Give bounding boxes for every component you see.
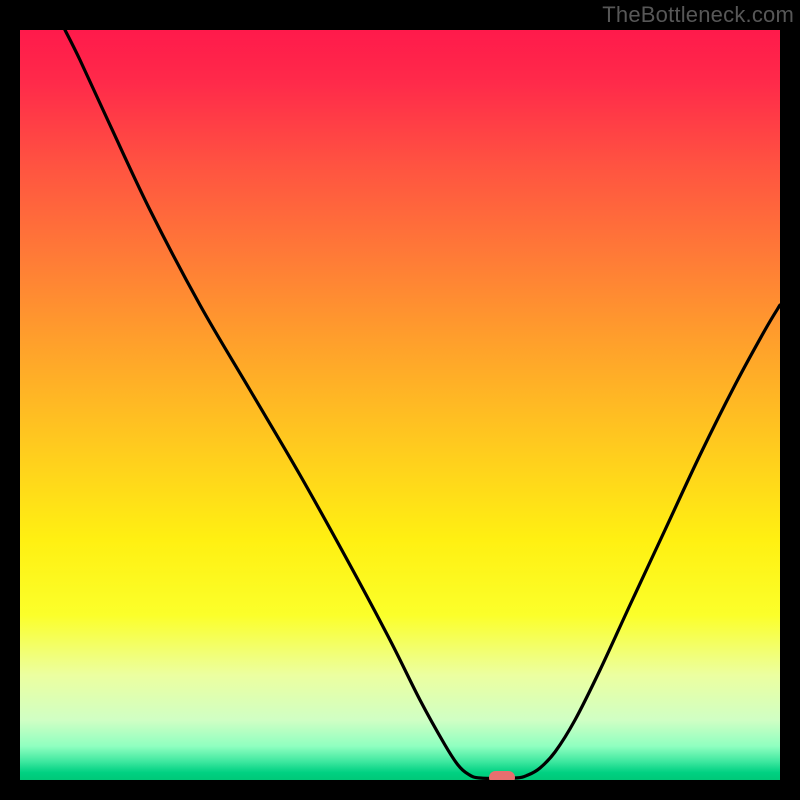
frame-left bbox=[0, 0, 20, 800]
watermark-text: TheBottleneck.com bbox=[602, 2, 794, 28]
chart-container: TheBottleneck.com bbox=[0, 0, 800, 800]
bottleneck-chart bbox=[0, 0, 800, 800]
plot-background bbox=[20, 30, 780, 780]
frame-right bbox=[780, 0, 800, 800]
frame-bottom bbox=[0, 780, 800, 800]
